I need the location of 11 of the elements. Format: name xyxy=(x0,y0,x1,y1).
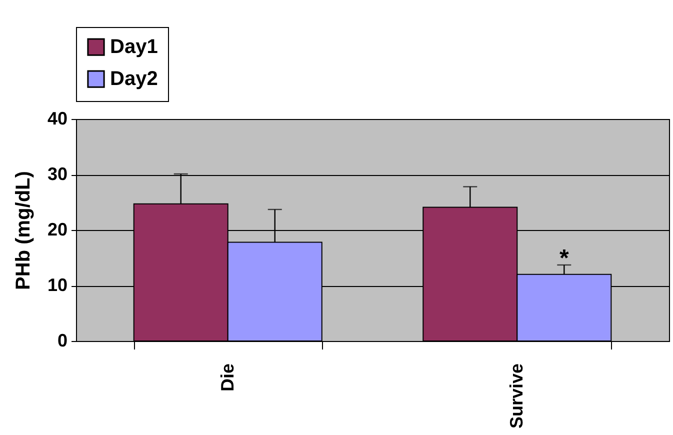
legend-label: Day1 xyxy=(110,36,158,58)
annotation: * xyxy=(559,244,570,272)
y-tick-label: 30 xyxy=(47,164,68,184)
x-tick-label: Survive xyxy=(506,364,527,429)
x-tick-label: Die xyxy=(217,364,238,392)
y-tick-label: 10 xyxy=(47,275,68,295)
y-tick-label: 20 xyxy=(47,220,68,240)
legend-label: Day2 xyxy=(110,68,158,90)
y-axis-title: PHb (mg/dL) xyxy=(12,171,34,290)
y-tick-label: 0 xyxy=(57,330,68,350)
y-tick-label: 40 xyxy=(47,108,68,128)
